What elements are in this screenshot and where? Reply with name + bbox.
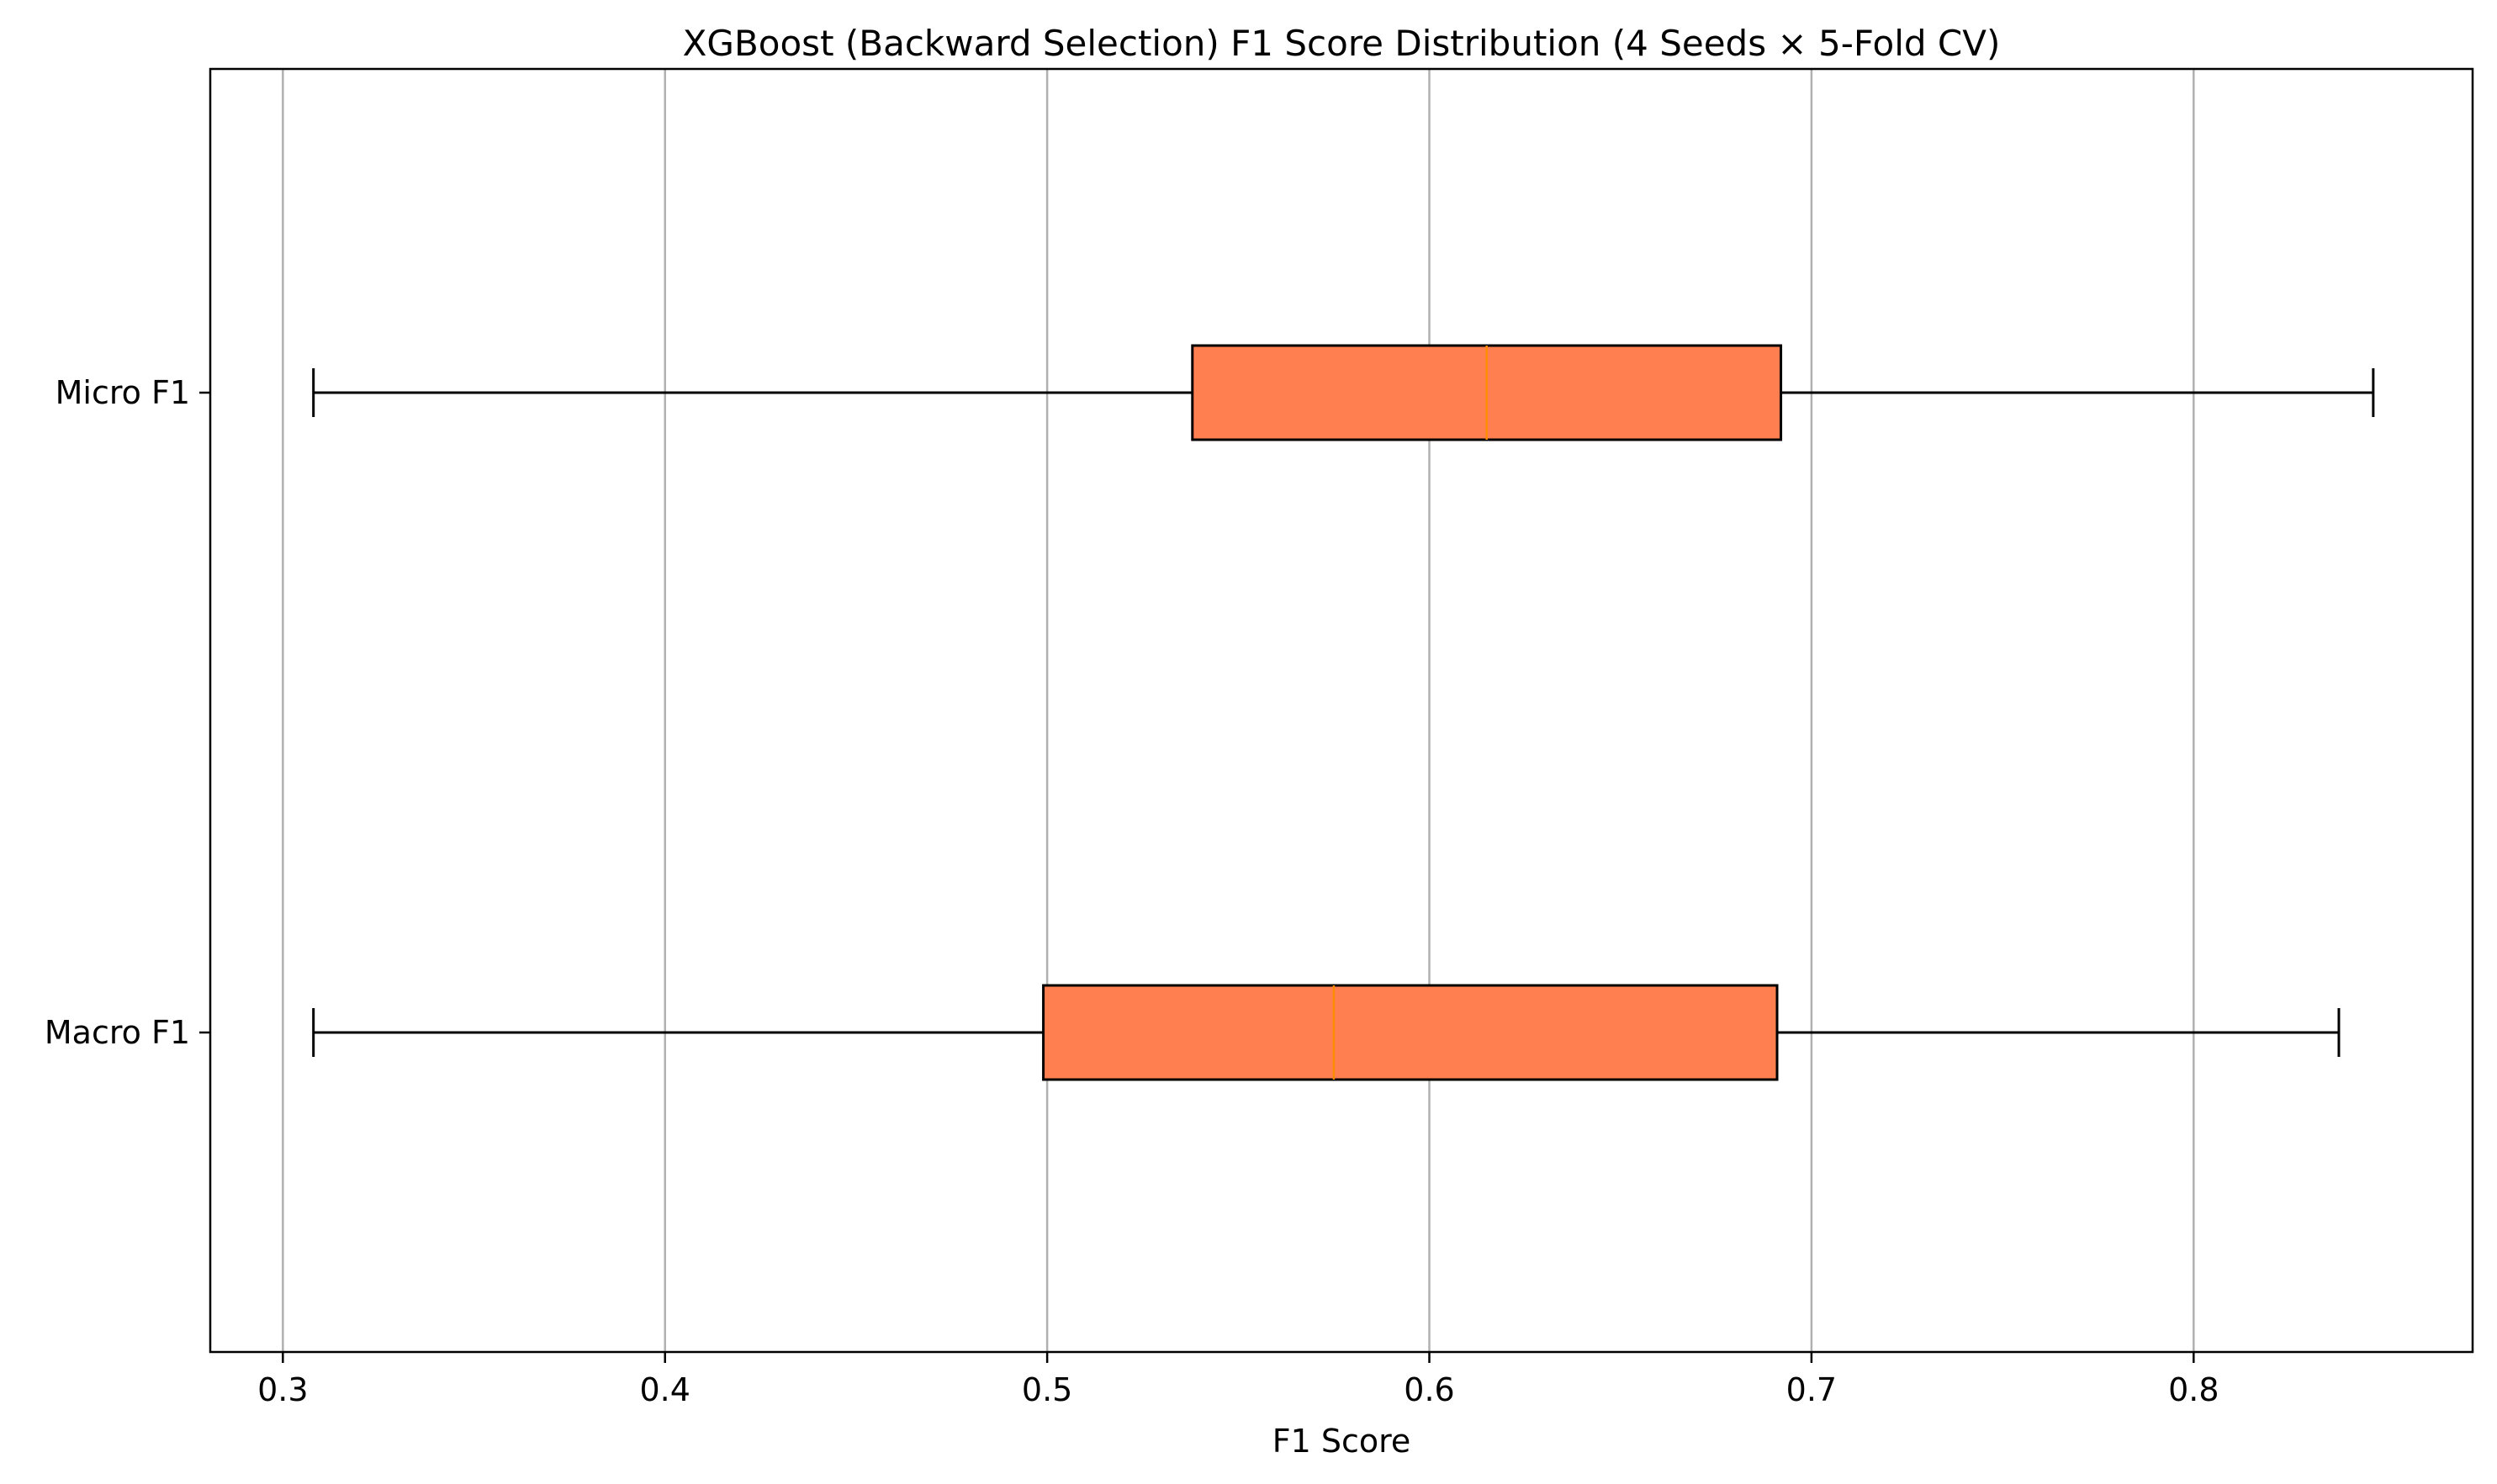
x-tick-label: 0.5 xyxy=(1022,1371,1072,1408)
y-tick-label: Macro F1 xyxy=(45,1014,190,1051)
x-axis-label: F1 Score xyxy=(1272,1423,1411,1460)
box-plot xyxy=(312,984,2341,1081)
box-plots xyxy=(312,344,2375,1081)
box-plot xyxy=(312,344,2375,441)
x-tick-label: 0.3 xyxy=(257,1371,308,1408)
x-tick-label: 0.6 xyxy=(1404,1371,1454,1408)
chart-title: XGBoost (Backward Selection) F1 Score Di… xyxy=(683,23,2001,64)
x-tick-label: 0.4 xyxy=(640,1371,690,1408)
axis-ticks: 0.3 0.4 0.5 0.6 0.7 0.8 Micro F1 Macro F1 xyxy=(45,374,2219,1408)
grid-lines xyxy=(282,69,2195,1352)
y-tick-label: Micro F1 xyxy=(56,374,190,411)
x-tick-label: 0.7 xyxy=(1786,1371,1837,1408)
box-iqr xyxy=(1042,984,1779,1081)
x-tick-label: 0.8 xyxy=(2168,1371,2219,1408)
plot-area-frame xyxy=(209,67,2474,1354)
